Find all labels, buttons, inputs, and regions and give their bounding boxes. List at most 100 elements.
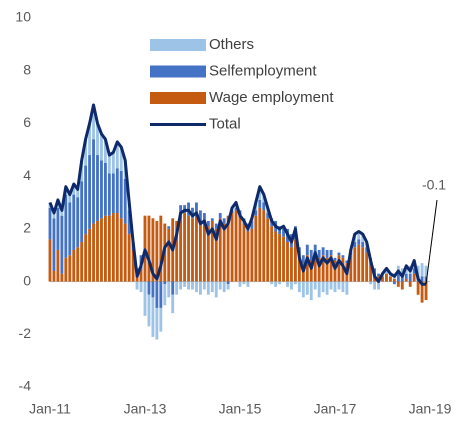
- bar-segment: [385, 273, 388, 282]
- bar-segment: [416, 281, 420, 295]
- y-tick-label: -2: [19, 325, 32, 341]
- bar-segment: [357, 244, 361, 282]
- bar-segment: [195, 202, 198, 216]
- bar-segment: [155, 307, 159, 340]
- bar-segment: [198, 281, 202, 295]
- bar-segment: [238, 215, 242, 282]
- annotation-leader: [425, 199, 438, 285]
- bar-segment: [210, 281, 214, 293]
- bar-segment: [365, 247, 369, 253]
- bar-segment: [226, 284, 230, 290]
- bar-segment: [258, 207, 262, 282]
- bar-segment: [179, 215, 183, 282]
- bar-segment: [139, 268, 143, 282]
- bar-segment: [222, 223, 226, 282]
- bar-segment: [262, 210, 266, 282]
- bar-segment: [333, 257, 337, 261]
- bar-segment: [234, 210, 238, 282]
- bar-segment: [68, 194, 72, 203]
- bar-segment: [325, 249, 329, 258]
- bar-segment: [345, 260, 349, 264]
- bar-segment: [408, 273, 412, 282]
- bar-segment: [103, 215, 107, 282]
- bar-segment: [115, 213, 119, 282]
- bar-segment: [206, 226, 210, 282]
- annotation: -0.1: [422, 177, 446, 193]
- legend-label: Wage employment: [209, 89, 334, 106]
- bar-segment: [266, 213, 270, 219]
- bar-segment: [111, 173, 115, 214]
- bar-segment: [76, 247, 80, 282]
- bar-segment: [357, 231, 361, 240]
- bar-segment: [293, 281, 297, 285]
- bar-segment: [135, 281, 139, 290]
- bar-segment: [424, 281, 428, 301]
- bar-segment: [297, 281, 301, 293]
- bar-segment: [206, 281, 210, 295]
- bar-segment: [100, 133, 103, 161]
- y-tick-label: 6: [23, 114, 31, 130]
- bar-segment: [412, 273, 416, 282]
- bar-segment: [222, 218, 226, 224]
- bar-segment: [274, 231, 278, 282]
- bar-segment: [60, 215, 64, 274]
- bar-segment: [337, 255, 341, 282]
- bar-segment: [365, 252, 369, 282]
- bar-segment: [103, 162, 107, 216]
- bar-segment: [230, 213, 234, 282]
- bar-segment: [361, 242, 365, 248]
- bar-segment: [92, 104, 95, 140]
- bar-segment: [218, 213, 222, 219]
- bar-segment: [341, 257, 345, 282]
- bar-segment: [159, 215, 163, 282]
- total-line: [48, 103, 426, 286]
- bar-segment: [404, 278, 408, 282]
- bar-segment: [92, 139, 95, 224]
- bar-segment: [416, 265, 420, 277]
- x-tick-label: Jan-13: [124, 401, 167, 417]
- bar-segment: [373, 281, 377, 290]
- bar-segment: [293, 239, 297, 282]
- bar-segment: [163, 281, 167, 285]
- bar-segment: [317, 257, 321, 282]
- y-tick-label: 10: [15, 9, 31, 25]
- bar-segment: [313, 281, 317, 290]
- bar-segment: [242, 223, 246, 282]
- bar-segment: [242, 281, 246, 285]
- bar-segment: [171, 281, 175, 295]
- bar-segment: [258, 186, 262, 200]
- bar-segment: [210, 220, 214, 282]
- bar-segment: [195, 281, 198, 293]
- x-tick-label: Jan-19: [409, 401, 452, 417]
- y-tick-label: -4: [19, 378, 32, 394]
- bar-segment: [52, 213, 56, 219]
- bar-segment: [396, 281, 400, 287]
- bar-segment: [202, 281, 206, 290]
- bar-segment: [278, 281, 282, 285]
- legend-label: Others: [209, 36, 254, 53]
- bar-segment: [191, 218, 194, 282]
- bar-segment: [290, 247, 293, 282]
- bar-segment: [341, 281, 345, 293]
- bar-segment: [119, 147, 123, 171]
- bar-segment: [250, 228, 254, 282]
- bar-segment: [119, 218, 123, 282]
- x-tick-label: Jan-15: [219, 401, 262, 417]
- bar-segment: [286, 281, 289, 287]
- bar-segment: [297, 255, 301, 282]
- bar-segment: [321, 247, 325, 256]
- bar-segment: [191, 207, 194, 219]
- bar-segment: [155, 220, 159, 282]
- bar-segment: [96, 155, 99, 221]
- bar-segment: [88, 123, 92, 156]
- bar-segment: [329, 281, 333, 290]
- bar-segment: [214, 281, 218, 298]
- bar-segment: [191, 281, 194, 290]
- bar-segment: [282, 236, 285, 282]
- bar-segment: [286, 242, 289, 282]
- bar-segment: [333, 260, 337, 282]
- bar-segment: [226, 215, 230, 282]
- bar-segment: [321, 255, 325, 282]
- bar-segment: [388, 276, 392, 282]
